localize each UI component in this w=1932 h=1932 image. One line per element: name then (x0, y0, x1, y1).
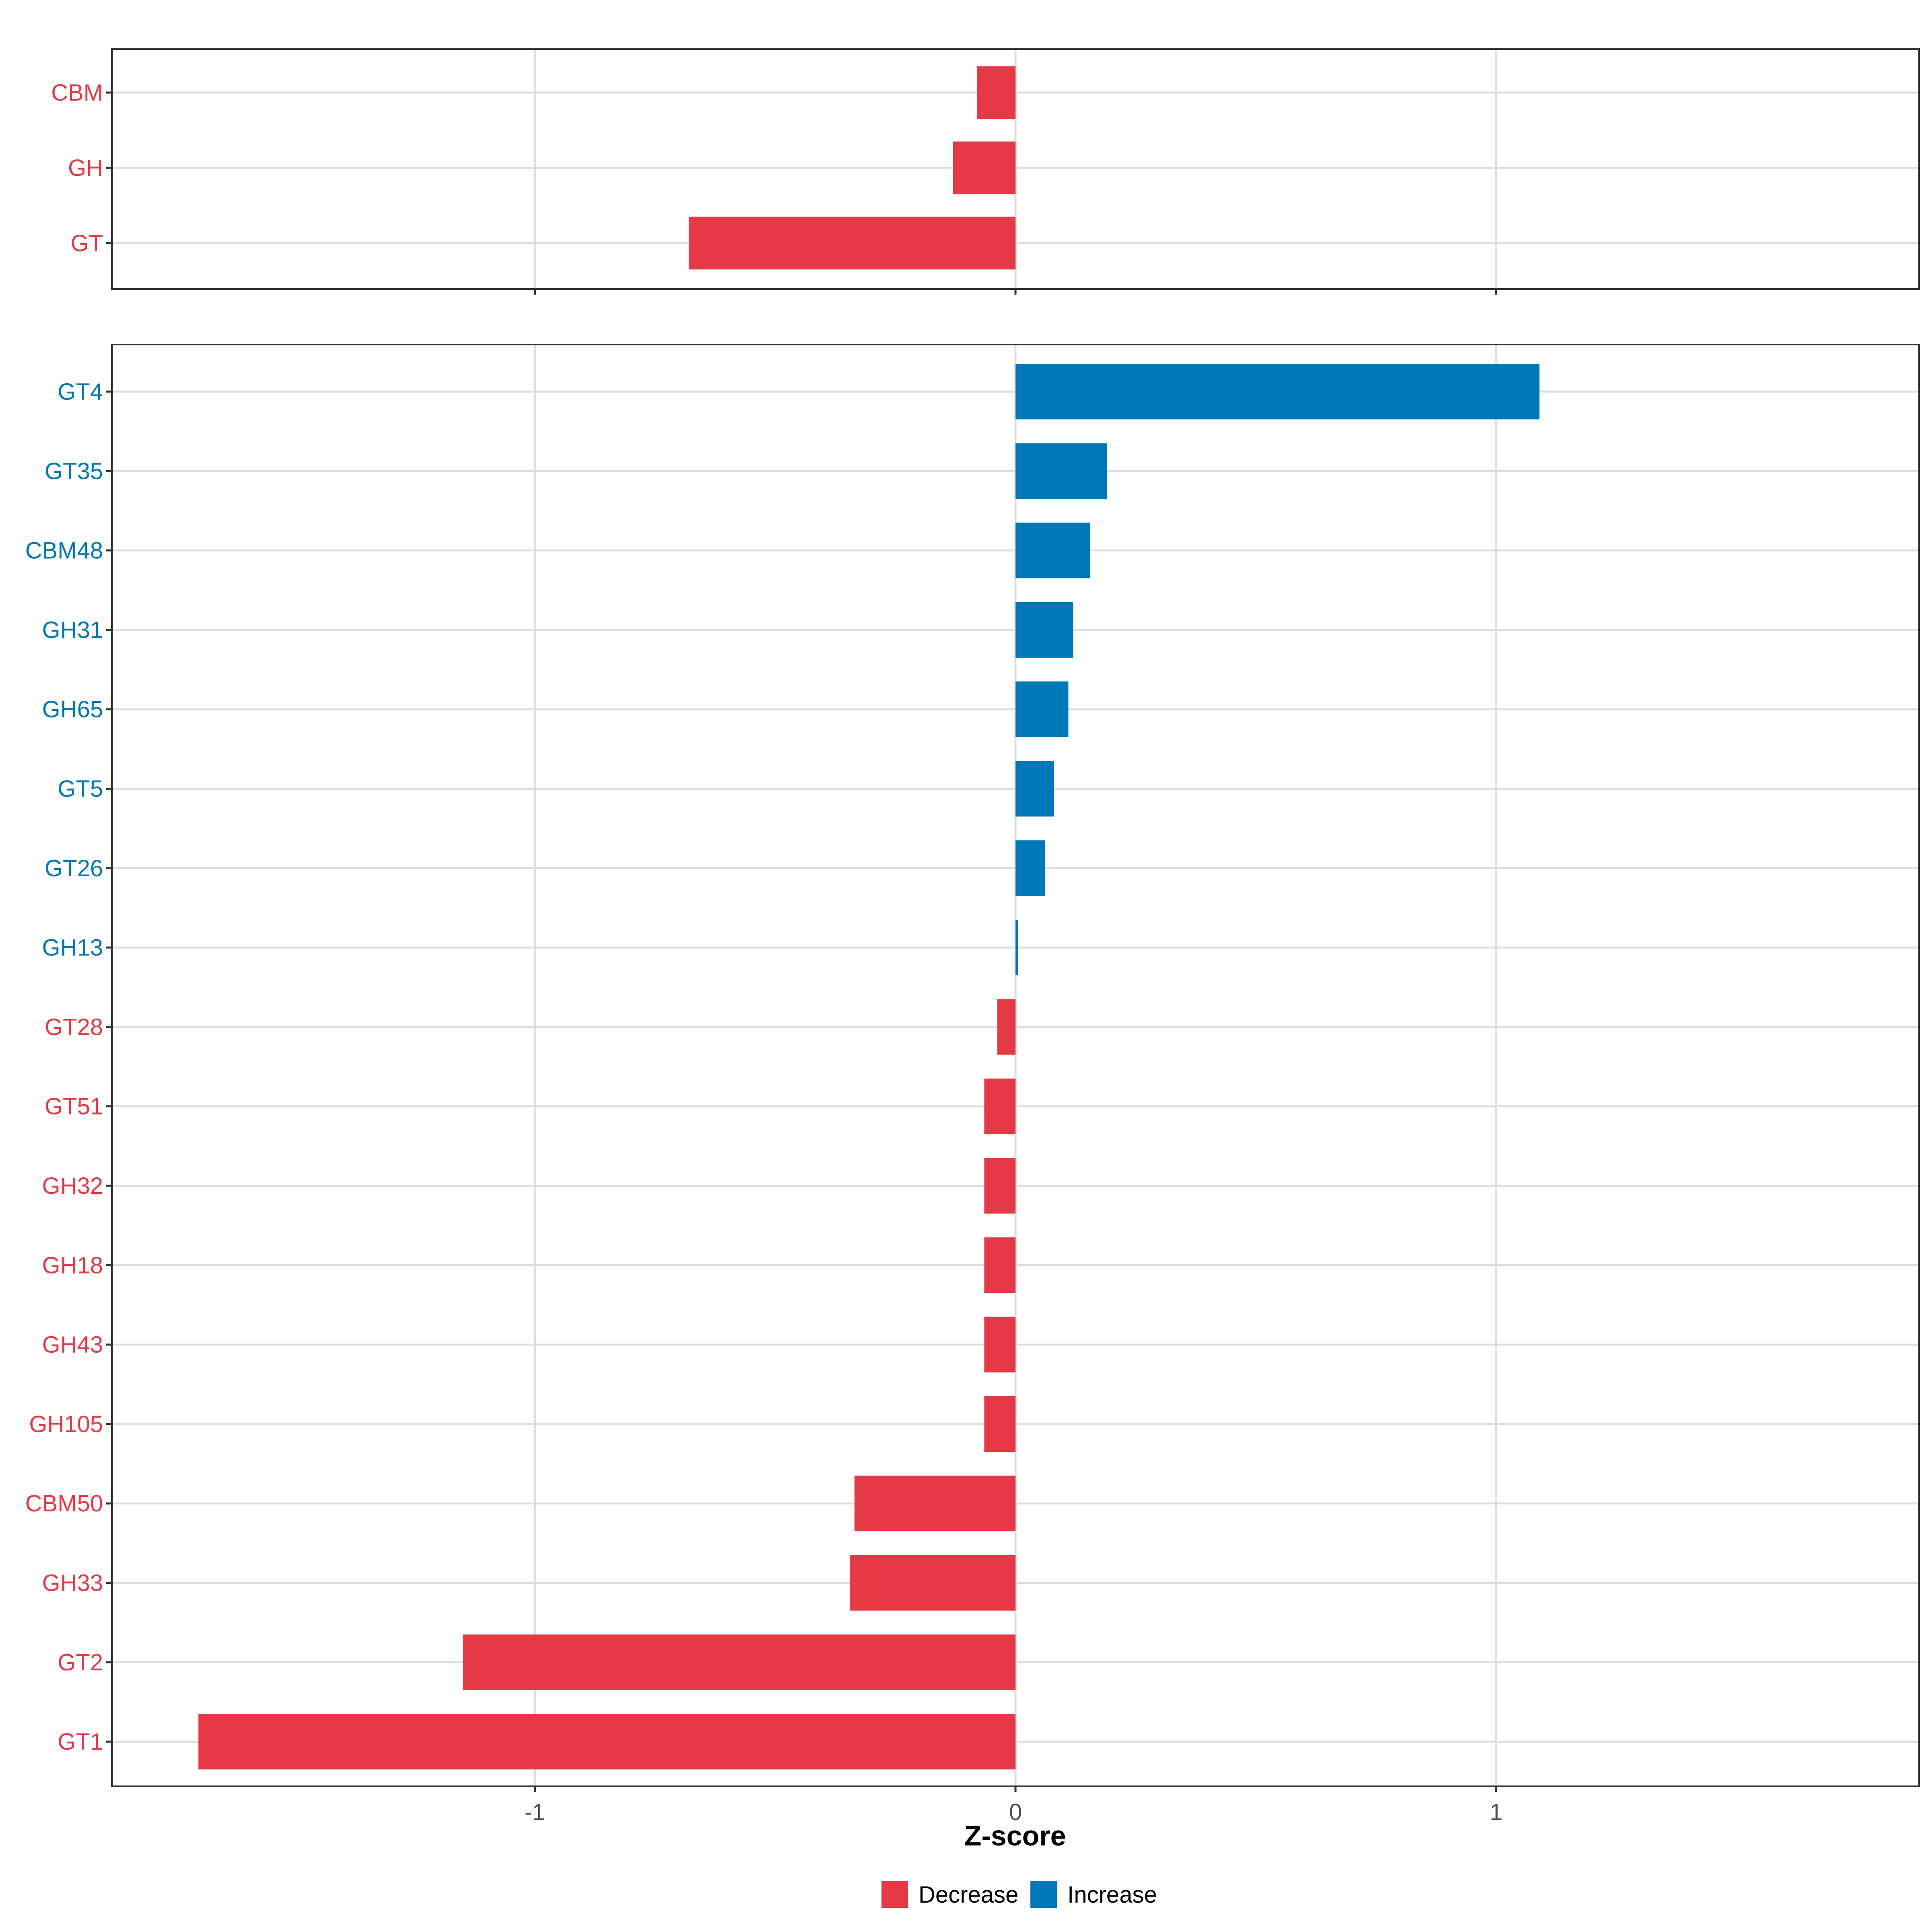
y-tick-label-gt26: GT26 (45, 855, 103, 881)
panel-top: CBM GH GT (51, 48, 1920, 295)
y-tick-label-cbm50: CBM50 (25, 1490, 103, 1517)
bar-gh32 (984, 1158, 1016, 1214)
y-tick-label-gh65: GH65 (42, 696, 103, 722)
x-tick-label: 1 (1490, 1799, 1503, 1825)
bar-cbm48 (1016, 522, 1090, 578)
bar-gt1 (198, 1714, 1016, 1770)
legend-item-increase: Increase (1030, 1881, 1157, 1908)
legend-label: Increase (1067, 1882, 1157, 1908)
y-tick-label-gt1: GT1 (58, 1729, 103, 1755)
bar-gh18 (984, 1237, 1016, 1293)
y-tick-label-gt5: GT5 (58, 776, 103, 802)
bar-gh13 (1016, 920, 1018, 976)
bar-cbm50 (854, 1476, 1016, 1532)
y-tick-label-gt28: GT28 (45, 1014, 103, 1040)
y-tick-label-gh33: GH33 (42, 1570, 103, 1596)
y-tick-label-gt4: GT4 (58, 379, 103, 405)
legend: Decrease Increase (881, 1881, 1157, 1908)
y-tick-label-gh105: GH105 (29, 1411, 103, 1437)
y-tick-label-cbm48: CBM48 (25, 538, 103, 564)
bar-gh43 (984, 1317, 1016, 1373)
bar-gt35 (1016, 443, 1107, 499)
x-axis: -1 0 1 (524, 1799, 1503, 1825)
y-tick-label-gt: GT (70, 230, 103, 256)
y-tick-label-cbm: CBM (51, 80, 103, 106)
bar-gt (688, 217, 1016, 270)
bar-gh31 (1016, 602, 1073, 658)
bar-gt26 (1016, 840, 1046, 896)
bar-gh (953, 141, 1016, 194)
bar-gh33 (850, 1555, 1016, 1611)
x-tick-label: -1 (524, 1799, 545, 1825)
x-axis-title: Z-score (964, 1820, 1066, 1852)
legend-label: Decrease (919, 1882, 1018, 1908)
bar-gh105 (984, 1396, 1016, 1452)
y-tick-label-gt51: GT51 (45, 1094, 103, 1120)
y-tick-label-gh: GH (68, 155, 103, 181)
bar-cbm (977, 66, 1016, 119)
legend-item-decrease: Decrease (881, 1881, 1018, 1908)
y-tick-label-gh31: GH31 (42, 617, 103, 643)
legend-swatch (881, 1881, 908, 1908)
legend-swatch (1030, 1881, 1057, 1908)
y-tick-label-gh43: GH43 (42, 1332, 103, 1358)
y-tick-label-gh13: GH13 (42, 935, 103, 961)
panels-layer: CBMGHGTGT4GT35CBM48GH31GH65GT5GT26GH13GT… (25, 48, 1920, 1792)
bar-gt51 (984, 1078, 1016, 1134)
bar-gt2 (462, 1634, 1016, 1690)
bar-gt28 (997, 999, 1016, 1055)
bar-gt5 (1016, 761, 1054, 817)
y-tick-label-gh32: GH32 (42, 1173, 103, 1199)
bar-gh65 (1016, 681, 1069, 737)
panel-bottom: GT4 GT35 CBM48 GH31 GH65 GT5 GT26 GH13 GT28 GT51 G… (25, 344, 1920, 1792)
bar-gt4 (1016, 363, 1540, 420)
y-tick-label-gh18: GH18 (42, 1252, 103, 1278)
y-tick-label-gt35: GT35 (45, 458, 103, 484)
y-tick-label-gt2: GT2 (58, 1649, 103, 1676)
x-tick-label: 0 (1009, 1799, 1022, 1825)
